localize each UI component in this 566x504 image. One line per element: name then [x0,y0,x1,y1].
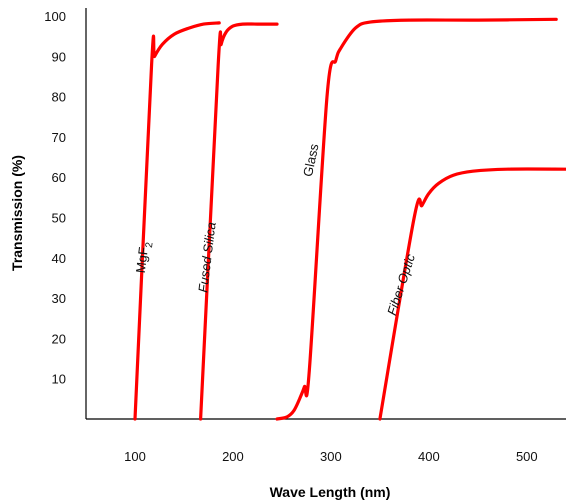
y-tick-label: 30 [52,291,66,306]
x-tick-label: 300 [320,449,342,464]
y-tick-label: 40 [52,251,66,266]
series-label: Fiber Optic [384,252,418,318]
y-axis-title: Transmission (%) [9,155,25,271]
x-tick-label: 100 [124,449,146,464]
series-labels: MgF2 Fused Silica Glass Fiber Optic [133,142,418,317]
y-tick-label: 70 [52,130,66,145]
series-line [199,22,279,421]
series-label: Glass [300,142,322,178]
x-tick-label: 500 [516,449,538,464]
y-tick-label: 50 [52,211,66,226]
y-tick-label: 20 [52,331,66,346]
series-curves [133,17,566,421]
y-tick-label: 100 [44,9,66,24]
y-tick-label: 10 [52,372,66,387]
x-axis-title: Wave Length (nm) [270,484,391,500]
y-tick-label: 80 [52,90,66,105]
series-line [378,167,566,421]
y-axis-ticks: 10 20 30 40 50 60 70 80 90 100 [44,9,66,387]
x-axis-ticks: 100 200 300 400 500 [124,449,538,464]
series-label: Fused Silica [195,221,219,293]
x-tick-label: 200 [222,449,244,464]
y-tick-label: 90 [52,49,66,64]
series-line [275,17,558,421]
series-line [133,21,221,421]
series-label: MgF2 [133,240,156,274]
y-tick-label: 60 [52,170,66,185]
x-tick-label: 400 [418,449,440,464]
